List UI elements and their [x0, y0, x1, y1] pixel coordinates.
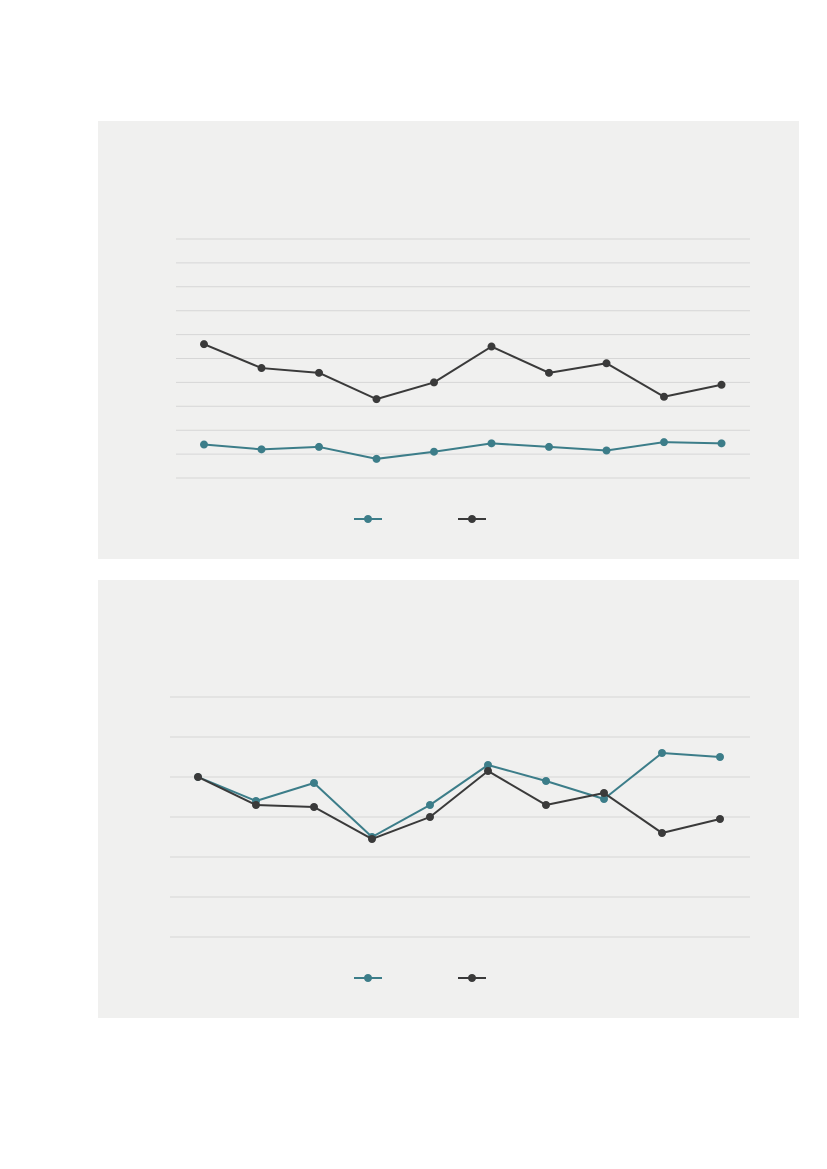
series-2-point	[430, 378, 438, 387]
legend-swatch-marker-1	[364, 515, 372, 523]
line-chart-1	[176, 238, 750, 523]
series-2-point	[194, 773, 202, 781]
series-2-point	[660, 392, 668, 401]
series-2-point	[716, 815, 724, 823]
series-1-point	[430, 447, 438, 456]
series-1-point	[426, 801, 434, 809]
series-2-point	[600, 789, 608, 797]
series-2-point	[542, 801, 550, 809]
series-2-point	[658, 829, 666, 837]
series-1-point	[484, 761, 492, 769]
series-1-point	[658, 749, 666, 757]
series-2-point	[545, 368, 553, 377]
series-1-point	[602, 446, 611, 455]
series-1-point	[716, 753, 724, 761]
line-chart-2	[170, 696, 750, 982]
series-2-line	[197, 770, 721, 840]
series-1-point	[542, 777, 550, 785]
series-1-point	[487, 439, 496, 448]
series-2-point	[484, 767, 492, 775]
series-1-point	[257, 445, 266, 454]
series-1-point	[660, 438, 668, 447]
series-2-point	[257, 364, 266, 373]
series-2-point	[426, 813, 434, 821]
series-1-point	[315, 442, 323, 451]
series-2-point	[487, 342, 496, 351]
series-2-point	[200, 340, 208, 349]
chart-panel-2	[98, 580, 799, 1018]
series-2-point	[602, 359, 611, 368]
series-1-point	[600, 795, 608, 803]
series-2-point	[368, 835, 376, 843]
series-1-point	[372, 454, 381, 463]
series-1-point	[200, 440, 208, 449]
series-1-point	[310, 779, 318, 787]
series-1-point	[545, 442, 553, 451]
series-2-line	[203, 343, 722, 401]
series-1-line	[203, 441, 722, 460]
legend-swatch-marker-1	[364, 974, 372, 982]
chart-panel-1	[98, 121, 799, 559]
series-2-point	[372, 395, 381, 404]
legend-swatch-marker-2	[468, 515, 476, 523]
series-1-point	[717, 439, 726, 448]
series-1-line	[197, 752, 721, 838]
series-2-point	[717, 380, 726, 389]
series-2-point	[315, 368, 323, 377]
legend-swatch-marker-2	[468, 974, 476, 982]
series-2-point	[252, 801, 260, 809]
series-2-point	[310, 803, 318, 811]
